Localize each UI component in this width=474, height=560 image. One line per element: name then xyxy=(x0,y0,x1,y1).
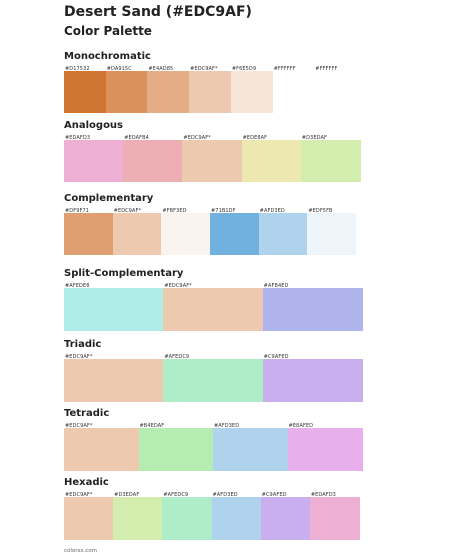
hex-label: #EDC9AF* xyxy=(65,354,93,360)
color-swatch[interactable] xyxy=(64,71,106,113)
color-swatch[interactable] xyxy=(162,497,213,540)
color-swatch[interactable] xyxy=(64,140,124,182)
hex-label: #EDE8AF xyxy=(242,135,268,141)
hex-label: #AFD3ED xyxy=(214,423,240,429)
hex-label: #B4EDAF xyxy=(139,423,165,429)
color-swatch[interactable] xyxy=(287,428,363,471)
hex-label: #E8AFED xyxy=(288,423,314,429)
hex-label: #EDC9AF* xyxy=(164,283,192,289)
color-swatch[interactable] xyxy=(260,497,311,540)
color-swatch[interactable] xyxy=(64,497,114,540)
hex-label: #EDAFD3 xyxy=(65,135,91,141)
color-swatch[interactable] xyxy=(258,213,308,255)
color-swatch[interactable] xyxy=(113,497,164,540)
hex-label: #DA915C xyxy=(106,66,132,72)
page-title: Desert Sand (#EDC9AF) xyxy=(64,4,252,20)
color-swatch[interactable] xyxy=(262,288,363,331)
color-swatch[interactable] xyxy=(210,213,259,255)
color-swatch[interactable] xyxy=(182,140,243,182)
hex-label: #EDF5FB xyxy=(308,208,333,214)
color-swatch[interactable] xyxy=(138,428,214,471)
section-title-tetradic: Tetradic xyxy=(64,408,110,419)
hex-label: #E4AD85 xyxy=(148,66,174,72)
section-title-analogous: Analogous xyxy=(64,120,124,131)
color-swatch[interactable] xyxy=(147,71,190,113)
hex-label: #F6E5D9 xyxy=(231,66,257,72)
hex-label: #EDAFB4 xyxy=(124,135,149,141)
hex-label: #FFFFFF xyxy=(273,66,296,72)
hex-label: #EDC9AF* xyxy=(183,135,211,141)
section-title-monochromatic: Monochromatic xyxy=(64,51,151,62)
color-swatch[interactable] xyxy=(64,359,164,402)
hex-label: #AFB4ED xyxy=(263,283,289,289)
color-swatch[interactable] xyxy=(163,288,264,331)
color-swatch[interactable] xyxy=(307,213,357,255)
hex-label: #D3EDAF xyxy=(301,135,327,141)
color-swatch[interactable] xyxy=(314,71,357,113)
hex-label: #EDC9AF* xyxy=(190,66,218,72)
color-swatch[interactable] xyxy=(112,213,162,255)
color-swatch[interactable] xyxy=(241,140,302,182)
color-swatch[interactable] xyxy=(309,497,360,540)
color-swatch[interactable] xyxy=(64,213,113,255)
hex-label: #AFEDC9 xyxy=(163,492,189,498)
hex-label: #AFEDE8 xyxy=(65,283,90,289)
page-subtitle: Color Palette xyxy=(64,24,152,38)
color-swatch[interactable] xyxy=(300,140,361,182)
hex-label: #AFEDC9 xyxy=(164,354,190,360)
hex-label: #DF9F71 xyxy=(65,208,90,214)
section-title-complementary: Complementary xyxy=(64,193,154,204)
color-swatch[interactable] xyxy=(64,288,164,331)
hex-label: #EDC9AF* xyxy=(65,492,93,498)
color-swatch[interactable] xyxy=(211,497,262,540)
color-swatch[interactable] xyxy=(262,359,363,402)
color-swatch[interactable] xyxy=(189,71,232,113)
section-title-hexadic: Hexadic xyxy=(64,477,109,488)
hex-label: #71B1DF xyxy=(211,208,236,214)
hex-label: #D17532 xyxy=(65,66,90,72)
color-swatch[interactable] xyxy=(64,428,139,471)
hex-label: #FBF3ED xyxy=(162,208,187,214)
color-swatch[interactable] xyxy=(163,359,264,402)
hex-label: #EDAFD3 xyxy=(310,492,336,498)
color-swatch[interactable] xyxy=(161,213,211,255)
hex-label: #FFFFFF xyxy=(315,66,338,72)
hex-label: #EDC9AF* xyxy=(113,208,142,214)
hex-label: #C9AFED xyxy=(261,492,287,498)
hex-label: #C9AFED xyxy=(263,354,289,360)
color-swatch[interactable] xyxy=(105,71,148,113)
hex-label: #AFD3ED xyxy=(259,208,285,214)
footer-site-label: colorxs.com xyxy=(64,548,98,554)
section-title-triadic: Triadic xyxy=(64,339,102,350)
hex-label: #D3EDAF xyxy=(114,492,140,498)
color-swatch[interactable] xyxy=(123,140,184,182)
color-swatch[interactable] xyxy=(213,428,288,471)
color-swatch[interactable] xyxy=(230,71,273,113)
section-title-split-complementary: Split-Complementary xyxy=(64,268,184,279)
hex-label: #AFD3ED xyxy=(212,492,238,498)
hex-label: #EDC9AF* xyxy=(65,423,93,429)
color-swatch[interactable] xyxy=(272,71,315,113)
